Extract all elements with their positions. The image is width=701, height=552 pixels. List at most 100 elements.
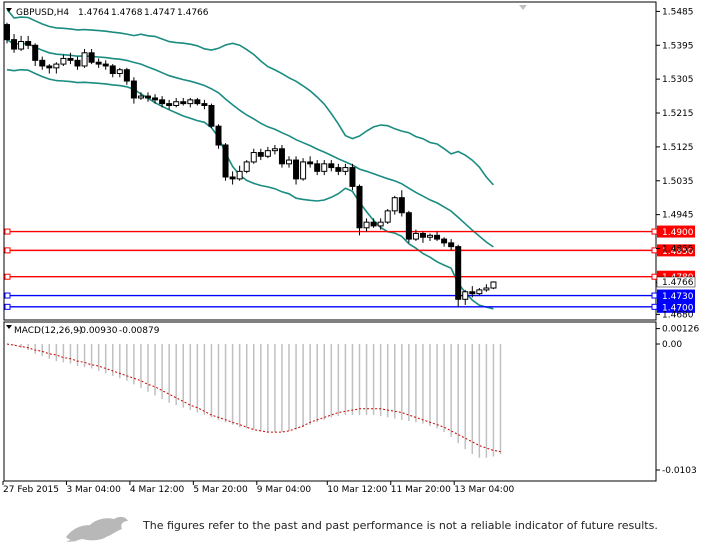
candle-body-bull: [300, 161, 307, 180]
candle: [166, 99, 173, 110]
candle: [123, 67, 130, 85]
level-price-tag: [657, 244, 695, 257]
level-price-label: 1.4900: [662, 228, 694, 238]
price-tick-label: 1.5305: [662, 75, 694, 85]
menu-triangle-icon[interactable]: [6, 8, 12, 12]
header-price-close: 1.4766: [177, 8, 209, 18]
main-chart-frame: [3, 1, 657, 321]
candle: [137, 92, 144, 100]
candle: [4, 22, 10, 44]
candle-body-bear: [67, 57, 74, 61]
macd-panel: 0.00126 0.00 -0.0103: [3, 321, 699, 482]
candle-body-bull: [321, 163, 328, 172]
level-handle-left: [4, 292, 11, 299]
candle-body-bear: [419, 232, 426, 238]
candle: [145, 92, 151, 102]
candle: [483, 284, 490, 292]
candle-body-bull: [236, 170, 243, 180]
candle: [370, 218, 377, 228]
last-price-label: 1.4766: [662, 278, 694, 288]
candle-body-bear: [46, 65, 53, 69]
macd-menu-triangle-icon[interactable]: [6, 325, 12, 329]
macd-header: MACD(12,26,9) -0.00930 -0.00879: [6, 325, 160, 336]
candle-body-bull: [264, 150, 271, 157]
candle-body-bear: [356, 185, 363, 229]
candle: [377, 218, 384, 230]
level-handle-left: [4, 247, 11, 254]
candle-body-bull: [116, 69, 123, 75]
candles: [4, 22, 497, 307]
candle-body-bull: [363, 221, 370, 229]
candle-body-bear: [434, 234, 441, 240]
candle: [335, 163, 342, 176]
candle-body-bull: [60, 57, 67, 65]
candle: [60, 54, 67, 66]
candle-body-bull: [18, 41, 25, 50]
level-price-tag: [657, 289, 695, 302]
candle: [152, 94, 159, 104]
candle: [328, 160, 335, 172]
candle-body-bull: [427, 234, 433, 238]
candle-body-bear: [194, 99, 201, 105]
candle-body-bull: [271, 148, 278, 152]
candle: [469, 286, 476, 298]
candle: [236, 165, 243, 181]
candle: [243, 160, 250, 174]
candle: [194, 97, 201, 106]
candle: [11, 33, 18, 53]
candle: [342, 163, 349, 176]
macd-plot-border: [3, 321, 657, 482]
candle: [441, 237, 448, 247]
candle: [264, 146, 271, 159]
candle: [307, 156, 314, 168]
macd-tick-label: 0.00126: [662, 325, 699, 335]
candle-body-bear: [335, 167, 342, 172]
candle-body-bear: [130, 80, 137, 99]
bull-logo-icon: [66, 516, 128, 542]
candle-body-bear: [215, 125, 222, 146]
level-price-label: 1.4700: [662, 303, 694, 313]
time-tick-label: 10 Mar 12:00: [327, 485, 387, 495]
price-tick-label: 1.4680: [662, 310, 694, 320]
candle: [109, 64, 116, 78]
disclaimer-text: The figures refer to the past and past p…: [143, 519, 658, 532]
instrument-label: GBPUSD,H4: [16, 8, 69, 18]
candle-body-bear: [74, 59, 81, 67]
candle: [391, 195, 398, 215]
candle: [356, 184, 363, 236]
candle-body-bear: [95, 61, 102, 65]
header-price-high: 1.4768: [111, 8, 143, 18]
chart-shift-icon[interactable]: [519, 5, 527, 10]
candle-body-bear: [166, 103, 173, 106]
header-price-open: 1.4764: [78, 8, 110, 18]
candle: [208, 103, 215, 129]
candle: [300, 158, 307, 181]
candle-body-bear: [455, 246, 462, 300]
candle: [419, 231, 426, 243]
candle: [74, 56, 81, 70]
time-tick-label: 11 Mar 20:00: [391, 485, 451, 495]
last-price-tag: [656, 276, 696, 288]
candle: [173, 97, 180, 108]
candle: [187, 97, 194, 108]
candle-body-bear: [109, 65, 116, 75]
candle-body-bull: [53, 63, 60, 69]
candle-body-bull: [483, 287, 490, 291]
bollinger-upper-line: [6, 8, 494, 186]
candle-body-bull: [187, 99, 194, 105]
candle: [180, 97, 187, 106]
candle: [405, 210, 412, 243]
macd-tick-label: -0.0103: [662, 466, 697, 476]
level-handle-left: [4, 273, 11, 280]
candle: [384, 208, 391, 225]
candle-body-bull: [391, 197, 398, 212]
candle-body-bull: [476, 289, 483, 295]
candle: [462, 289, 469, 305]
candle-body-bear: [222, 144, 229, 178]
candle-body-bear: [229, 176, 236, 180]
candle: [81, 49, 88, 68]
main-plot-border: [3, 1, 657, 321]
candle: [18, 35, 25, 51]
candle-body-bear: [314, 163, 321, 172]
